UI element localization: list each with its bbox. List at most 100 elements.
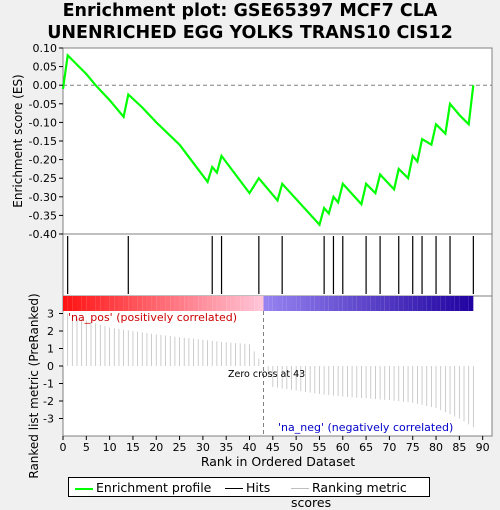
- heatmap-cell: [235, 296, 241, 311]
- es-ytick-label: -0.30: [29, 191, 57, 204]
- es-panel-bg: [62, 47, 493, 235]
- heatmap-cell: [328, 296, 334, 311]
- heatmap-cell: [352, 296, 357, 311]
- legend-swatch-metric: [291, 488, 309, 489]
- es-ylabel: Enrichment score (ES): [11, 74, 25, 207]
- heatmap-cell: [170, 296, 175, 311]
- legend-label-hits: Hits: [246, 480, 271, 495]
- es-series-line: [61, 53, 475, 227]
- heatmap-cell: [314, 296, 320, 311]
- es-ytick-label: -0.15: [29, 135, 57, 148]
- neg-label: 'na_neg' (negatively correlated): [278, 421, 453, 434]
- es-ytick-label: 0.00: [33, 79, 58, 92]
- heatmap-cell: [216, 296, 222, 311]
- es-ytick-label: -0.40: [29, 228, 57, 241]
- heatmap-cell: [207, 296, 213, 311]
- heatmap-cell: [67, 296, 73, 311]
- heatmap-cell: [300, 296, 306, 311]
- title-line-2: UNENRICHED EGG YOLKS TRANS10 CIS12: [47, 23, 453, 43]
- heatmap-cell: [72, 296, 77, 311]
- heatmap-cell: [366, 296, 371, 311]
- xtick-label: 5: [83, 441, 90, 454]
- heatmap-cell: [333, 296, 339, 311]
- heatmap-cell: [426, 296, 432, 311]
- xtick-label: 20: [149, 441, 163, 454]
- heatmap-cell: [459, 296, 465, 311]
- heatmap-cell: [254, 296, 259, 311]
- heatmap-cell: [137, 296, 143, 311]
- heatmap-cell: [398, 296, 404, 311]
- heatmap-cell: [450, 296, 455, 311]
- heatmap-cell: [226, 296, 231, 311]
- heatmap-cell: [361, 296, 367, 311]
- xtick-label: 85: [452, 441, 466, 454]
- zero-cross-label: Zero cross at 43: [228, 369, 305, 380]
- xtick-label: 90: [476, 441, 490, 454]
- legend-item-hits: Hits: [225, 480, 270, 495]
- heatmap-cell: [240, 296, 245, 311]
- heatmap-cell: [370, 296, 376, 311]
- heatmap-cell: [179, 296, 185, 311]
- heatmap-cell: [454, 296, 460, 311]
- xtick-label: 70: [382, 441, 396, 454]
- legend-label-metric: Ranking metric scores: [291, 480, 407, 510]
- heatmap-cell: [291, 296, 297, 311]
- heatmap-cell: [86, 296, 91, 311]
- heatmap-cell: [258, 296, 264, 311]
- xtick-label: 45: [266, 441, 280, 454]
- legend-item-es: Enrichment profile: [75, 480, 211, 495]
- metric-ytick-label: 3: [47, 308, 54, 321]
- heatmap-cell: [202, 296, 208, 311]
- xtick-label: 30: [196, 441, 210, 454]
- heatmap-cell: [277, 296, 283, 311]
- heatmap-cell: [338, 296, 343, 311]
- heatmap-cell: [282, 296, 287, 311]
- heatmap-cell: [464, 296, 469, 311]
- xtick-label: 0: [60, 441, 67, 454]
- legend-item-metric: Ranking metric scores: [291, 480, 429, 510]
- heatmap-cell: [100, 296, 105, 311]
- es-ytick-label: -0.20: [29, 154, 57, 167]
- heatmap-cell: [468, 296, 474, 311]
- heatmap-cell: [389, 296, 395, 311]
- xtick-label: 40: [243, 441, 257, 454]
- heatmap-cell: [342, 296, 348, 311]
- legend: Enrichment profile Hits Ranking metric s…: [68, 477, 430, 510]
- heatmap-cell: [128, 296, 133, 311]
- heatmap-cell: [412, 296, 418, 311]
- metric-ylabel: Ranked list metric (PreRanked): [27, 293, 41, 478]
- heatmap-cell: [268, 296, 273, 311]
- heatmap-cell: [114, 296, 119, 311]
- heatmap-cell: [193, 296, 199, 311]
- heatmap-cell: [123, 296, 129, 311]
- xtick-label: 55: [312, 441, 326, 454]
- heatmap-cell: [249, 296, 255, 311]
- metric-ytick-label: 0: [47, 360, 54, 373]
- heatmap-cell: [184, 296, 189, 311]
- heatmap-cell: [272, 296, 278, 311]
- metric-ytick-label: -2: [43, 395, 54, 408]
- heatmap-cell: [165, 296, 171, 311]
- heatmap-cell: [445, 296, 451, 311]
- es-ytick-label: -0.25: [29, 172, 57, 185]
- heatmap-cell: [146, 296, 152, 311]
- hits-panel-bg: [62, 233, 493, 297]
- heatmap-cell: [380, 296, 385, 311]
- heatmap-cell: [104, 296, 110, 311]
- heatmap-cell: [347, 296, 353, 311]
- metric-ytick-label: -1: [43, 378, 54, 391]
- heatmap-cell: [296, 296, 301, 311]
- metric-ytick-label: -3: [43, 413, 54, 426]
- metric-ytick-label: 2: [47, 325, 54, 338]
- xtick-label: 50: [289, 441, 303, 454]
- heatmap-cell: [408, 296, 413, 311]
- heatmap-cell: [230, 296, 236, 311]
- metric-ytick-label: 1: [47, 343, 54, 356]
- xtick-label: 15: [126, 441, 140, 454]
- es-ytick-label: -0.35: [29, 209, 57, 222]
- es-ytick-label: -0.10: [29, 116, 57, 129]
- heatmap-cell: [375, 296, 381, 311]
- legend-swatch-es: [75, 487, 93, 490]
- heatmap-cell: [356, 296, 362, 311]
